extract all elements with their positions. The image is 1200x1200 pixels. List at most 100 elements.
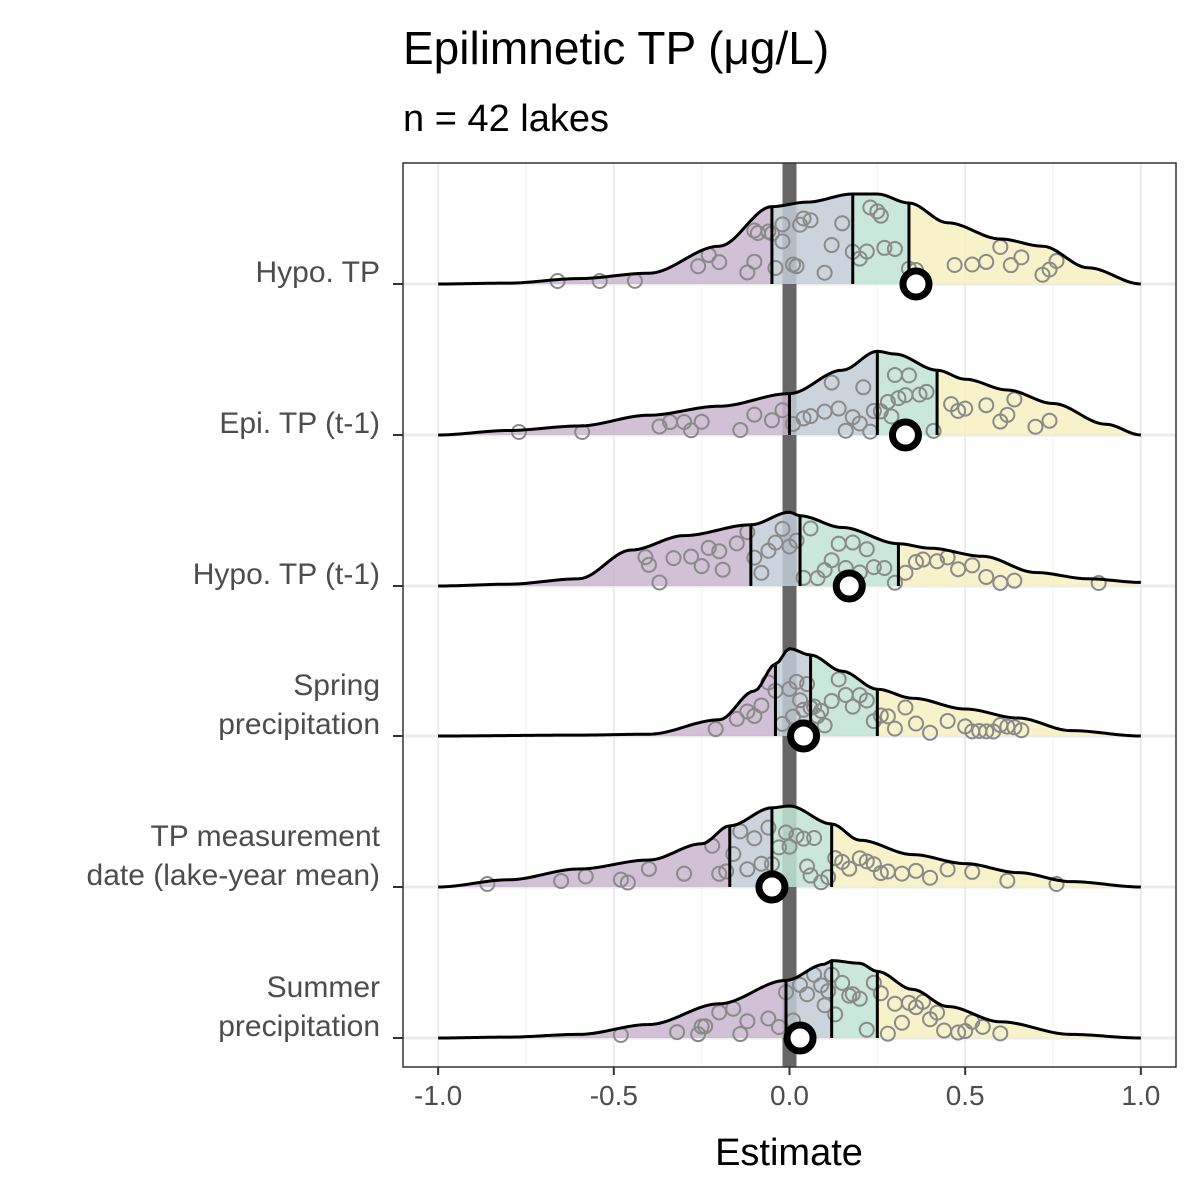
data-point <box>834 974 851 991</box>
data-point <box>869 203 886 220</box>
data-point <box>886 720 903 737</box>
data-point <box>890 390 907 407</box>
ridge-row <box>438 804 1141 904</box>
data-point <box>683 422 700 439</box>
data-point <box>855 379 872 396</box>
data-point <box>858 692 875 709</box>
data-point <box>1027 418 1044 435</box>
data-point <box>978 397 995 414</box>
data-point <box>911 386 928 403</box>
data-point <box>844 534 861 551</box>
density-curve <box>438 192 1141 286</box>
data-point <box>1048 876 1065 892</box>
data-point <box>886 240 903 257</box>
quartile-area <box>438 206 772 284</box>
ridges-layer <box>438 192 1141 1055</box>
data-point <box>788 532 805 549</box>
x-tick-label: 0.0 <box>770 1080 809 1111</box>
data-point <box>883 408 900 425</box>
density-curve <box>438 959 1141 1040</box>
data-point <box>753 564 770 581</box>
data-point <box>858 541 875 558</box>
data-point <box>978 253 995 270</box>
quartile-area <box>800 515 899 586</box>
quartile-area <box>438 524 751 586</box>
data-point <box>795 210 812 227</box>
data-point <box>872 707 889 724</box>
data-point <box>872 985 889 1002</box>
data-point <box>939 712 956 729</box>
data-point <box>1002 257 1019 274</box>
data-point <box>591 273 608 289</box>
data-point <box>929 553 946 570</box>
y-tick-label: Hypo. TP <box>256 256 381 289</box>
y-tick-label: Spring precipitation <box>218 669 380 741</box>
x-tick-label: -1.0 <box>414 1080 462 1111</box>
data-point <box>792 692 809 709</box>
data-point <box>746 406 763 423</box>
data-point <box>690 258 707 275</box>
data-point <box>823 692 840 709</box>
data-point <box>1013 249 1030 266</box>
chart-subtitle: n = 42 lakes <box>403 98 609 140</box>
quartile-area <box>438 664 776 736</box>
data-point <box>918 383 935 400</box>
data-point <box>851 415 868 432</box>
data-point <box>823 552 840 569</box>
data-point <box>637 549 654 566</box>
data-point <box>714 561 731 578</box>
data-point <box>858 853 875 870</box>
ridge-row <box>438 647 1141 753</box>
data-point <box>774 520 791 537</box>
data-point <box>820 869 837 886</box>
data-point <box>999 406 1016 423</box>
data-point <box>760 1010 777 1027</box>
data-point <box>728 535 745 552</box>
data-point <box>879 1025 896 1042</box>
data-point <box>813 702 830 719</box>
quartile-area <box>877 689 1141 736</box>
data-point <box>922 724 939 741</box>
data-point <box>746 253 763 270</box>
data-point <box>992 1025 1009 1042</box>
data-point <box>640 556 657 573</box>
quartile-area <box>785 960 832 1038</box>
data-point <box>893 1014 910 1031</box>
data-point <box>746 549 763 566</box>
data-point <box>851 990 868 1007</box>
data-point <box>957 400 974 417</box>
data-point <box>728 710 745 727</box>
data-point <box>732 1026 749 1043</box>
density-curve <box>438 647 1141 738</box>
estimate-marker <box>899 267 933 301</box>
quartile-area <box>789 351 878 435</box>
data-point <box>711 865 728 882</box>
data-point <box>640 860 657 877</box>
data-point <box>802 408 819 425</box>
data-point <box>781 838 798 855</box>
quartile-area <box>771 194 853 284</box>
axes-layer: Hypo. TP Epi. TP (t-1) Hypo. TP (t-1) Sprin… <box>87 162 1177 1111</box>
data-point <box>619 874 636 891</box>
x-tick-label: 1.0 <box>1121 1080 1160 1111</box>
data-point <box>795 410 812 427</box>
x-tick-label: -0.5 <box>590 1080 638 1111</box>
data-point <box>865 559 882 576</box>
data-point <box>802 520 819 537</box>
data-point <box>830 400 847 417</box>
data-point <box>950 561 967 578</box>
data-point <box>676 865 693 882</box>
y-tick-label: Epi. TP (t-1) <box>219 407 380 440</box>
data-point <box>739 1013 756 1030</box>
data-point <box>806 830 823 847</box>
data-point <box>651 418 668 435</box>
data-point <box>767 534 784 551</box>
data-point <box>479 876 496 892</box>
data-point <box>922 869 939 886</box>
quartile-area <box>775 648 811 736</box>
chart-title: Epilimnetic TP (μg/L) <box>403 22 829 74</box>
data-point <box>950 402 967 419</box>
data-point <box>799 676 816 693</box>
data-point <box>858 243 875 260</box>
data-point <box>510 424 527 440</box>
